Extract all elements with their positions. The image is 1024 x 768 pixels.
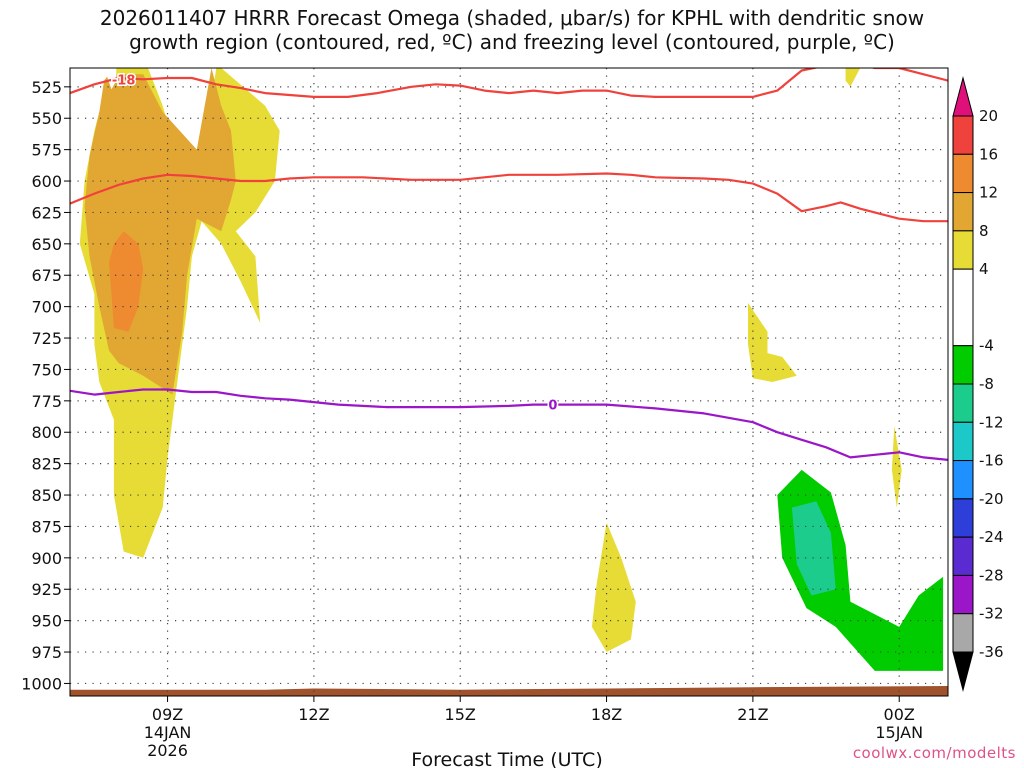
y-axis: 525 550 575 600 625 650 675 700 725 750 775 800 825 8…	[21, 78, 70, 693]
colorbar-legend: 20 16 12 8 4 -4 -8 -12 -16 -20 -24 -28 -32 -36	[952, 76, 1004, 692]
x-tick-label-15Z: 15Z	[445, 705, 476, 724]
colorbar-label-20: 20	[979, 107, 998, 125]
colorbar-bin--4-to-4	[952, 268, 974, 347]
x-axis-label: Forecast Time (UTC)	[411, 749, 602, 768]
y-tick-label-775: 775	[31, 392, 62, 411]
credit-link[interactable]: coolwx.com/modelts	[852, 744, 1016, 762]
x-tick-label-21Z: 21Z	[737, 705, 768, 724]
temperature-contours: -18 0	[70, 68, 948, 461]
colorbar-label--36: -36	[979, 643, 1004, 661]
colorbar-bin--36-to--32	[952, 613, 974, 653]
colorbar-top-arrow	[952, 76, 974, 117]
ground-fill	[70, 686, 948, 696]
y-tick-label-575: 575	[31, 141, 62, 160]
colorbar-bin--12-to--8	[952, 383, 974, 423]
omega-region-6	[891, 426, 902, 508]
y-tick-label-825: 825	[31, 455, 62, 474]
chart-title-line-2: growth region (contoured, red, ºC) and f…	[129, 30, 895, 54]
y-tick-label-725: 725	[31, 329, 62, 348]
x-tick-label-12Z: 12Z	[298, 705, 329, 724]
omega-region-2	[109, 231, 144, 332]
colorbar-bin--16-to--12	[952, 421, 974, 462]
omega-region-11	[918, 187, 948, 357]
colorbar-label--12: -12	[979, 413, 1004, 431]
colorbar-label--4: -4	[979, 337, 994, 355]
colorbar-bin-8-to-12	[952, 192, 974, 232]
dendritic-isotherm-1	[70, 172, 948, 223]
y-tick-label-625: 625	[31, 203, 62, 222]
plot-frame	[69, 67, 949, 697]
omega-shaded-regions	[79, 68, 948, 684]
y-tick-label-875: 875	[31, 517, 62, 536]
isotherm-label-0: -18	[112, 73, 136, 88]
colorbar-label--8: -8	[979, 375, 994, 393]
y-tick-label-600: 600	[31, 172, 62, 191]
colorbar-bin--20-to--16	[952, 460, 974, 500]
y-tick-label-650: 650	[31, 235, 62, 254]
x-tick-label-09Z: 09Z	[152, 705, 183, 724]
y-tick-label-675: 675	[31, 266, 62, 285]
freezing-level-line	[70, 388, 948, 461]
dendritic-isotherm-0	[70, 68, 948, 98]
y-tick-label-900: 900	[31, 549, 62, 568]
ground-surface	[70, 686, 948, 696]
y-tick-label-525: 525	[31, 78, 62, 97]
colorbar-label-4: 4	[979, 260, 989, 278]
x-tick-sublabel-14JAN: 14JAN	[144, 723, 192, 742]
colorbar-label--16: -16	[979, 452, 1004, 470]
colorbar-bin--24-to--20	[952, 498, 974, 538]
chart-title-line-1: 2026011407 HRRR Forecast Omega (shaded, …	[99, 6, 925, 30]
colorbar-bin-12-to-16	[952, 153, 974, 194]
colorbar-label--28: -28	[979, 566, 1004, 584]
freezing-level-label: 0	[548, 399, 557, 414]
y-tick-label-550: 550	[31, 109, 62, 128]
y-tick-label-850: 850	[31, 486, 62, 505]
omega-region-3	[591, 522, 636, 652]
colorbar-label--20: -20	[979, 490, 1004, 508]
x-tick-label-18Z: 18Z	[591, 705, 622, 724]
y-tick-label-750: 750	[31, 360, 62, 379]
colorbar-bin--8-to--4	[952, 345, 974, 385]
omega-region-13	[791, 501, 836, 596]
y-tick-label-800: 800	[31, 423, 62, 442]
colorbar-label-8: 8	[979, 222, 989, 240]
y-tick-label-700: 700	[31, 298, 62, 317]
colorbar-label-12: 12	[979, 184, 998, 202]
y-tick-label-950: 950	[31, 612, 62, 631]
omega-region-8	[450, 328, 480, 420]
omega-region-7	[104, 68, 117, 90]
omega-region-4	[748, 302, 797, 382]
omega-region-9	[645, 378, 714, 565]
colorbar-bottom-arrow	[952, 651, 974, 692]
x-tick-sublabel-2026: 2026	[147, 741, 188, 760]
colorbar-label--24: -24	[979, 528, 1004, 546]
colorbar-bin-16-to-20	[952, 115, 974, 155]
colorbar-bin-4-to-8	[952, 230, 974, 270]
colorbar-label-16: 16	[979, 145, 998, 163]
chart-title: 2026011407 HRRR Forecast Omega (shaded, …	[0, 6, 1024, 54]
x-tick-label-00Z: 00Z	[884, 705, 915, 724]
y-tick-label-975: 975	[31, 643, 62, 662]
colorbar-bin--32-to--28	[952, 574, 974, 615]
y-tick-label-1000: 1000	[21, 674, 62, 693]
x-tick-sublabel-15JAN: 15JAN	[875, 723, 923, 742]
y-tick-label-925: 925	[31, 580, 62, 599]
colorbar-bin--28-to--24	[952, 536, 974, 576]
colorbar-label--32: -32	[979, 605, 1004, 623]
omega-region-5	[845, 68, 861, 87]
